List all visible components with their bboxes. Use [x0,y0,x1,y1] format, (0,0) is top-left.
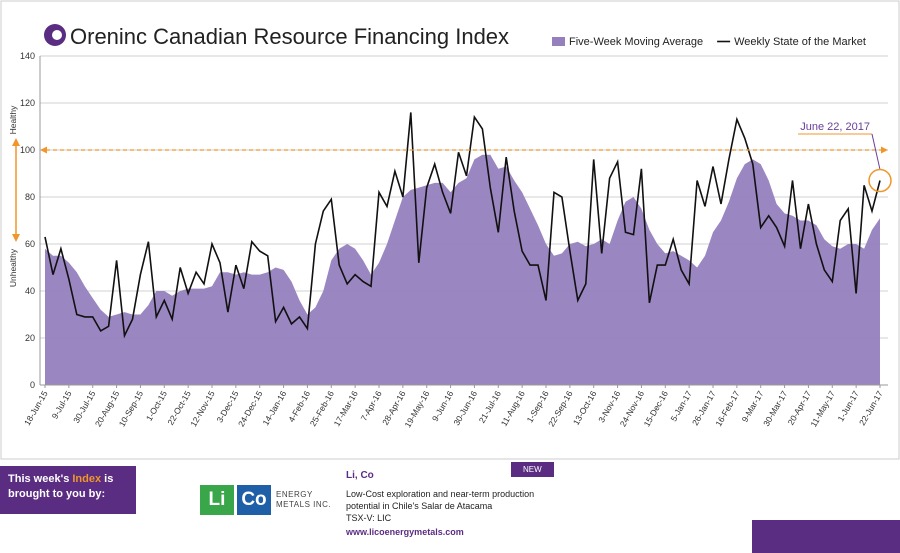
sponsor-intro: This week's Index is brought to you by: [0,466,136,514]
sponsor-description: Low-Cost exploration and near-term produ… [346,489,535,511]
line [44,112,881,339]
sponsor-name: Li, Co [346,470,374,481]
sponsor-ticker: TSX-V: LIC [346,513,392,523]
y-tick-label: 140 [20,51,35,61]
intro-highlight: Index [72,473,102,485]
sponsor-banner: This week's Index is brought to you by: … [0,460,900,553]
y-tick-label: 80 [25,192,35,202]
y-tick-label: 40 [25,286,35,296]
new-badge: NEW [511,462,554,477]
annotation-leader [871,133,881,170]
sponsor-text: Li, Co Low-Cost exploration and near-ter… [346,470,546,538]
sponsor-logo: Li Co ENERGY METALS INC. [200,485,346,515]
logo-icon-inner [52,30,62,40]
annotation: June 22, 2017 [800,121,870,133]
y-tick-label: 120 [20,98,35,108]
healthy-label: Healthy [8,105,18,135]
y-tick-label: 60 [25,239,35,249]
logo-co: Co [237,485,271,515]
legend-label: Five-Week Moving Average [569,36,703,48]
intro-text: This week's [8,473,70,485]
banner-strip [752,520,900,553]
logo-li: Li [200,485,234,515]
chart: Oreninc Canadian Resource Financing Inde… [0,0,900,460]
intro-text: is brought to you by: [8,473,114,500]
annotation-circle [868,168,892,193]
logo-name: ENERGY METALS INC. [276,490,332,509]
sponsor-url[interactable]: www.licoenergymetals.com [346,527,464,537]
unhealthy-label: Unhealthy [8,248,18,287]
area [45,154,880,385]
y-tick-label: 20 [25,333,35,343]
legend-label: Weekly State of the Market [734,36,866,48]
chart-title: Oreninc Canadian Resource Financing Inde… [70,24,509,49]
y-tick-label: 100 [20,145,35,155]
legend-swatch [552,37,565,46]
y-tick-label: 0 [30,380,35,390]
